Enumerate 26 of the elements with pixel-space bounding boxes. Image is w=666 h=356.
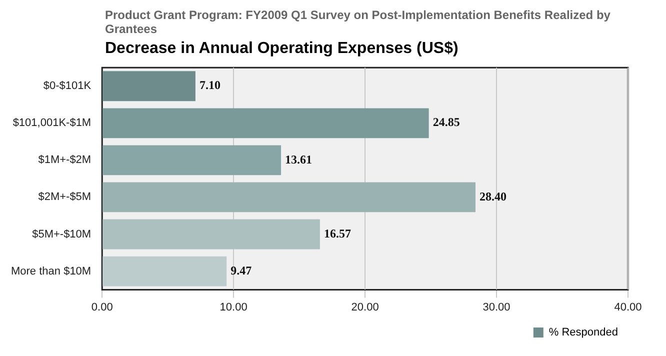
data-label: 28.40 [479, 189, 506, 204]
x-tick-label: 40.00 [614, 301, 642, 314]
x-tick-label: 0.00 [91, 301, 113, 314]
x-tick-label: 10.00 [220, 301, 248, 314]
y-tick-label: $0-$101K [43, 80, 92, 92]
y-tick-label: More than $10M [10, 265, 92, 278]
y-tick-label: $2M+-$5M [38, 191, 92, 204]
data-label: 24.85 [432, 115, 460, 130]
data-label: 16.57 [324, 226, 351, 240]
x-tick-label: 30.00 [482, 301, 510, 314]
bar [102, 219, 320, 250]
bar [102, 256, 227, 286]
y-tick-label: $5M+-$10M [32, 228, 92, 240]
chart-subtitle: Product Grant Program: FY2009 Q1 Survey on Post-Implementation Benefits Realized by Grantees [105, 8, 612, 36]
data-label: 9.47 [230, 263, 252, 278]
bar [102, 71, 196, 102]
y-tick-label: $101,001K-$1M [12, 117, 92, 130]
legend-label: % Responded [548, 326, 618, 339]
x-tick-label: 20.00 [351, 301, 379, 314]
y-tick-label: $1M+-$2M [38, 154, 92, 166]
chart-title: Decrease in Annual Operating Expenses (US$) [105, 40, 460, 58]
data-label: 7.10 [199, 78, 220, 92]
bar [102, 145, 282, 176]
bar [102, 108, 429, 138]
data-label: 13.61 [285, 152, 312, 166]
bar [102, 182, 476, 212]
